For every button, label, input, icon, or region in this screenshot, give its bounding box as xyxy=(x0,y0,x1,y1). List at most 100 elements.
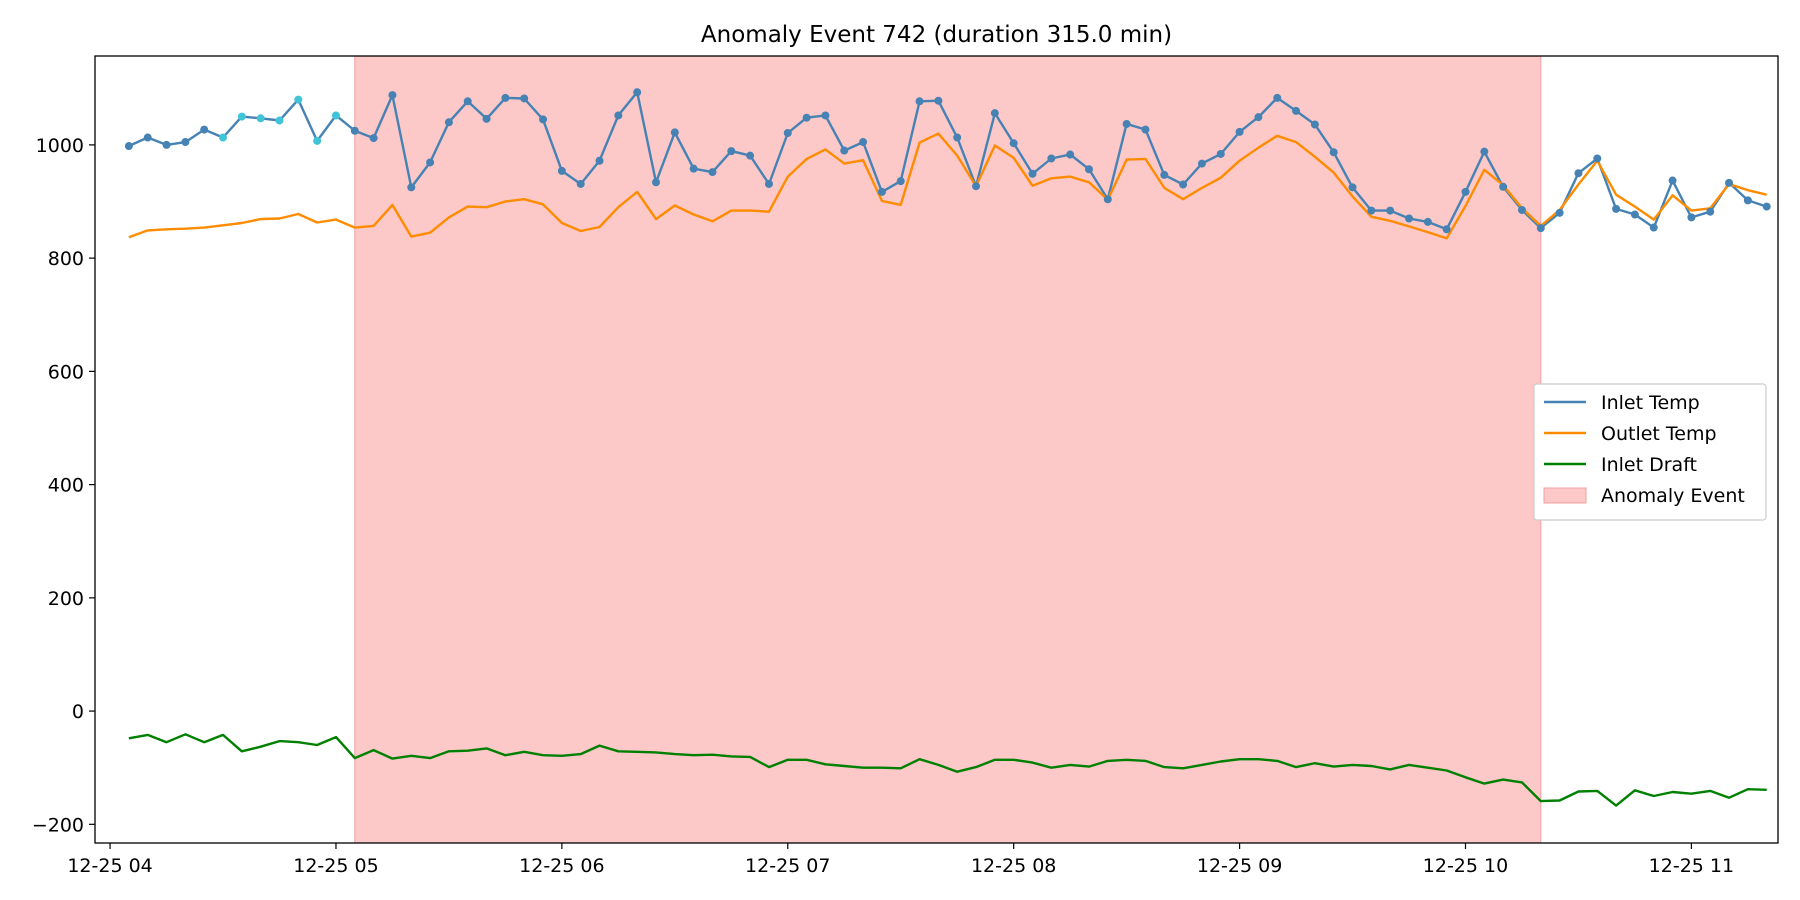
data-point-inlet-temp xyxy=(1141,125,1150,134)
legend-label-inlet-temp: Inlet Temp xyxy=(1601,392,1700,414)
highlight-point-inlet-temp xyxy=(237,112,246,121)
shade-layer xyxy=(354,55,1542,844)
data-point-inlet-temp xyxy=(1517,206,1526,215)
data-point-inlet-temp xyxy=(143,133,152,142)
series-line-inlet-draft xyxy=(128,733,1767,807)
data-point-inlet-temp xyxy=(520,94,529,103)
data-point-inlet-temp xyxy=(482,114,491,123)
data-point-inlet-temp xyxy=(1235,127,1244,136)
data-point-inlet-temp xyxy=(1254,113,1263,122)
data-point-inlet-temp xyxy=(1499,182,1508,191)
y-tick-label: 400 xyxy=(48,475,84,497)
data-point-inlet-temp xyxy=(1405,214,1414,223)
data-point-inlet-temp xyxy=(915,97,924,106)
data-point-inlet-temp xyxy=(840,146,849,155)
x-tick-label: 12-25 09 xyxy=(1197,855,1282,877)
chart-title: Anomaly Event 742 (duration 315.0 min) xyxy=(701,22,1172,48)
legend-label-outlet-temp: Outlet Temp xyxy=(1601,423,1717,445)
data-point-inlet-temp xyxy=(877,187,886,196)
series-line-inlet-temp xyxy=(128,90,1768,231)
data-point-inlet-temp xyxy=(1273,93,1282,102)
data-point-inlet-temp xyxy=(972,182,981,191)
highlight-point-inlet-temp xyxy=(313,136,322,145)
data-point-inlet-temp xyxy=(181,138,190,147)
data-point-inlet-temp xyxy=(557,166,566,175)
data-point-inlet-temp xyxy=(896,177,905,186)
data-point-inlet-temp xyxy=(1122,119,1131,128)
legend-swatch-anomaly-event xyxy=(1543,487,1587,504)
data-point-inlet-temp xyxy=(1028,169,1037,178)
series-line-outlet-temp xyxy=(128,132,1767,240)
data-point-inlet-temp xyxy=(1160,170,1169,179)
data-point-inlet-temp xyxy=(1292,106,1301,115)
data-point-inlet-temp xyxy=(1084,165,1093,174)
data-point-inlet-temp xyxy=(1725,178,1734,187)
data-point-inlet-temp xyxy=(407,183,416,192)
data-point-inlet-temp xyxy=(463,97,472,106)
y-tick-label: 800 xyxy=(48,248,84,270)
data-point-inlet-temp xyxy=(783,129,792,138)
data-point-inlet-temp xyxy=(689,164,698,173)
data-point-inlet-temp xyxy=(1386,206,1395,215)
data-point-inlet-temp xyxy=(200,125,209,134)
data-point-inlet-temp xyxy=(124,142,133,151)
x-tick-label: 12-25 10 xyxy=(1423,855,1508,877)
data-point-inlet-temp xyxy=(1612,204,1621,213)
x-tick-label: 12-25 11 xyxy=(1649,855,1734,877)
data-point-inlet-temp xyxy=(595,156,604,165)
data-point-inlet-temp xyxy=(1743,196,1752,205)
legend-label-anomaly-event: Anomaly Event xyxy=(1601,485,1745,507)
x-tick-label: 12-25 06 xyxy=(519,855,604,877)
legend-label-inlet-draft: Inlet Draft xyxy=(1601,454,1697,476)
tick-layer: −200 0 200 400 600 800 1000 12-25 04 12-25 05 12-… xyxy=(32,135,1734,877)
data-point-inlet-temp xyxy=(1536,224,1545,233)
highlight-point-inlet-temp xyxy=(256,114,265,123)
x-tick-label: 12-25 05 xyxy=(293,855,378,877)
data-point-inlet-temp xyxy=(1329,148,1338,157)
data-point-inlet-temp xyxy=(953,133,962,142)
data-point-inlet-temp xyxy=(764,179,773,188)
y-tick-label: 1000 xyxy=(36,135,84,157)
data-point-inlet-temp xyxy=(1216,149,1225,158)
data-point-inlet-temp xyxy=(1066,150,1075,159)
data-point-inlet-temp xyxy=(1310,120,1319,129)
series-layer xyxy=(124,88,1771,807)
plot-frame xyxy=(94,55,1779,844)
data-point-inlet-temp xyxy=(1593,154,1602,163)
data-point-inlet-temp xyxy=(614,111,623,120)
data-point-inlet-temp xyxy=(501,93,510,102)
data-point-inlet-temp xyxy=(934,96,943,105)
data-point-inlet-temp xyxy=(1103,195,1112,204)
data-point-inlet-temp xyxy=(1423,217,1432,226)
data-point-inlet-temp xyxy=(426,158,435,167)
data-point-inlet-temp xyxy=(1649,223,1658,232)
data-point-inlet-temp xyxy=(652,178,660,187)
data-point-inlet-temp xyxy=(1442,225,1451,234)
data-point-inlet-temp xyxy=(1687,213,1696,222)
data-point-inlet-temp xyxy=(1197,159,1206,168)
highlight-point-inlet-temp xyxy=(294,95,303,104)
data-point-inlet-temp xyxy=(576,179,585,188)
data-point-inlet-temp xyxy=(1179,180,1188,189)
y-tick-label: 0 xyxy=(72,701,84,723)
y-tick-label: 200 xyxy=(48,588,84,610)
data-point-inlet-temp xyxy=(670,128,679,137)
data-point-inlet-temp xyxy=(1348,183,1357,192)
legend-box xyxy=(1533,383,1767,521)
data-point-inlet-temp xyxy=(539,115,548,124)
data-point-inlet-temp xyxy=(1630,210,1639,219)
data-point-inlet-temp xyxy=(1047,154,1056,163)
x-tick-label: 12-25 07 xyxy=(745,855,830,877)
legend: Inlet Temp Outlet Temp Inlet Draft Anomaly … xyxy=(1533,383,1767,521)
data-point-inlet-temp xyxy=(802,113,811,122)
data-point-inlet-temp xyxy=(369,134,378,143)
data-point-inlet-temp xyxy=(1555,208,1564,217)
data-point-inlet-temp xyxy=(1668,176,1677,185)
data-point-inlet-temp xyxy=(990,109,999,118)
data-point-inlet-temp xyxy=(388,91,397,100)
highlight-point-inlet-temp xyxy=(219,133,228,142)
data-point-inlet-temp xyxy=(162,140,171,149)
data-point-inlet-temp xyxy=(821,111,830,120)
data-point-inlet-temp xyxy=(444,118,453,127)
